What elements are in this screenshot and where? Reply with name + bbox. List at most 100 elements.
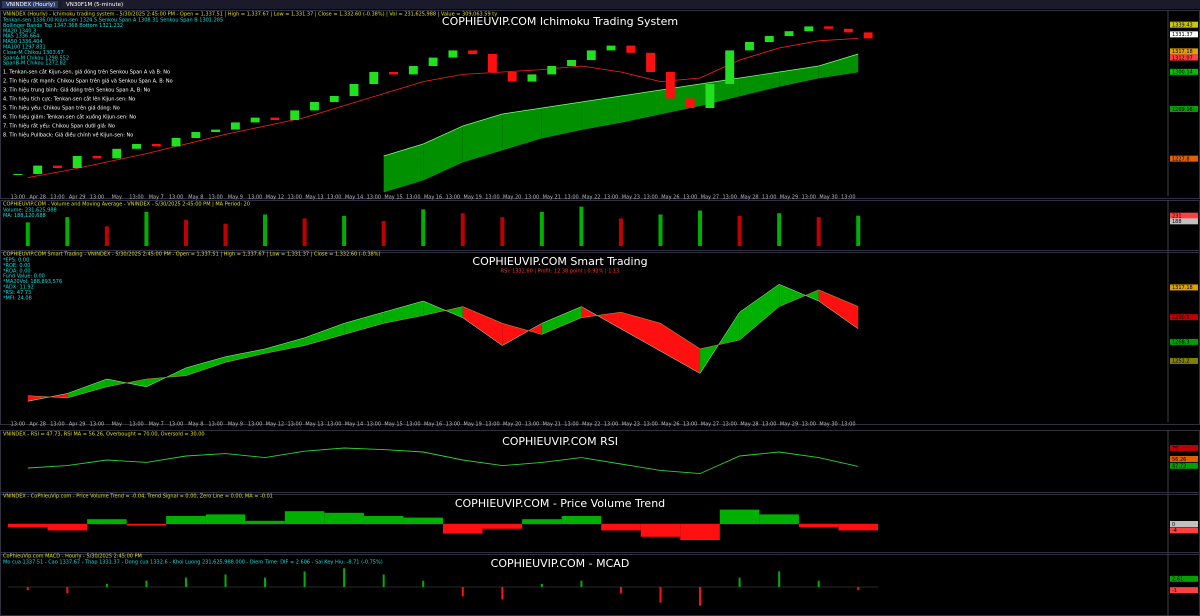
candle: [487, 54, 497, 72]
axis-value-label: -1: [1172, 588, 1177, 594]
candle: [408, 66, 418, 75]
x-tick-label: May 21: [543, 195, 561, 201]
x-tick-label: May 26: [661, 422, 679, 428]
x-tick-label: 13:00: [564, 422, 578, 428]
x-tick-label: May 15: [384, 195, 402, 201]
volume-bar: [342, 215, 347, 246]
volume-bar: [658, 214, 663, 246]
candle: [725, 50, 735, 84]
x-tick-label: May 22: [582, 422, 600, 428]
candle: [863, 32, 873, 39]
x-tick-label: May 16: [424, 195, 442, 201]
x-tick-label: May 27: [701, 422, 719, 428]
axis-value-label: 1300.14: [1172, 70, 1193, 76]
info-line: *ADX: 11.92: [3, 285, 34, 291]
pvt-bar: [205, 514, 246, 524]
axis-value-box: [1170, 68, 1198, 75]
candle: [270, 117, 280, 120]
volume-bar: [65, 217, 70, 246]
ribbon: [779, 284, 819, 307]
x-tick-label: May 26: [661, 195, 679, 201]
tab[interactable]: [62, 1, 124, 8]
info-line: Mo cua 1337.51 - Cao 1337.67 - Thap 1331…: [3, 560, 383, 566]
x-tick-label: 13:00: [604, 195, 618, 201]
pvt-bar: [798, 524, 839, 528]
tab-label[interactable]: VNINDEX (Hourly): [6, 2, 55, 8]
volume-bar: [618, 218, 623, 246]
alert-line: 3. Tín hiệu trung bình: Giá đóng trên Se…: [3, 87, 150, 94]
x-tick-label: 13:00: [762, 422, 776, 428]
x-tick-label: 13:00: [11, 422, 25, 428]
axis-value-box: [1170, 212, 1198, 219]
volume-bar: [183, 219, 188, 246]
volume-bar: [579, 206, 584, 246]
kumo-cloud: [383, 144, 424, 192]
x-tick-label: 13:00: [287, 195, 301, 201]
info-line: MA20 1340.3: [3, 28, 36, 34]
mcad-bar: [343, 568, 346, 587]
x-tick-label: 13:00: [683, 195, 697, 201]
candle: [132, 144, 141, 149]
axis-value-box: [1170, 284, 1198, 291]
x-tick-label: May 14: [345, 195, 363, 201]
x-tick-label: May 20: [503, 422, 521, 428]
ribbon: [265, 337, 305, 354]
x-tick-label: 13:00: [525, 422, 539, 428]
ribbon: [344, 312, 384, 335]
axis-value-label: 1227.8: [1172, 156, 1190, 162]
axis-value-box: [1170, 314, 1198, 321]
info-line: SpanA-M Chikou 1298.552: [3, 55, 69, 61]
mcad-bar: [857, 587, 860, 591]
volume-bar: [25, 222, 30, 246]
x-tick-label: 13:00: [525, 195, 539, 201]
volume-bar: [421, 209, 426, 246]
candle: [824, 26, 834, 29]
slow-line: [27, 289, 859, 399]
volume-bar: [856, 215, 861, 246]
panel-subtitle: RSI: 1332.60 | Profit: 12.38 point | 0.9…: [501, 269, 620, 275]
candle: [547, 66, 557, 75]
x-tick-label: May 23: [622, 195, 640, 201]
tab-bar: [0, 0, 1200, 9]
candle: [705, 84, 715, 108]
candle: [468, 50, 478, 54]
x-tick-label: 13:00: [446, 195, 460, 201]
volume-bar: [381, 221, 386, 246]
info-line: MA5 1336.664: [3, 34, 39, 40]
ribbon: [462, 306, 503, 346]
x-tick-label: May 16: [424, 422, 442, 428]
x-tick-label: May 7: [149, 422, 164, 428]
tab[interactable]: [2, 1, 58, 8]
kumo-cloud: [502, 108, 542, 150]
axis-value-box: [1170, 31, 1198, 38]
x-tick-label: 13:00: [722, 422, 736, 428]
candle: [507, 72, 517, 82]
x-tick-label: 13:00: [802, 422, 816, 428]
x-tick-label: Apr 29: [69, 195, 86, 201]
x-tick-label: May 9: [228, 195, 243, 201]
candle: [665, 72, 675, 99]
ribbon: [225, 348, 266, 363]
x-tick-label: 13:00: [643, 195, 657, 201]
volume-bar: [539, 211, 544, 246]
x-tick-label: Apr 28: [29, 422, 46, 428]
pvt-bar: [363, 516, 404, 524]
axis-value-label: 1317.18: [1172, 285, 1193, 291]
x-tick-label: 13:00: [367, 195, 381, 201]
mcad-bar: [659, 587, 662, 603]
mcad-bar: [382, 574, 385, 587]
info-line: Tenkan-sen 1336.00 Kijun-sen 1324.5 Senk…: [2, 18, 223, 24]
x-tick-label: 13:00: [169, 195, 183, 201]
x-tick-label: May 14: [345, 422, 363, 428]
alert-line: 4. Tín hiệu tích cực: Tenkan-sen cắt lên…: [3, 96, 135, 103]
pvt-bar: [522, 519, 562, 524]
candle: [646, 52, 656, 72]
pvt-bar: [482, 524, 523, 529]
axis-value-box: [1170, 575, 1198, 582]
x-tick-label: May 13: [305, 195, 323, 201]
tab-label[interactable]: VN30F1M (5-minute): [66, 2, 123, 8]
pvt-bar: [601, 524, 641, 531]
candle: [112, 148, 122, 159]
x-tick-label: 13:00: [406, 422, 420, 428]
